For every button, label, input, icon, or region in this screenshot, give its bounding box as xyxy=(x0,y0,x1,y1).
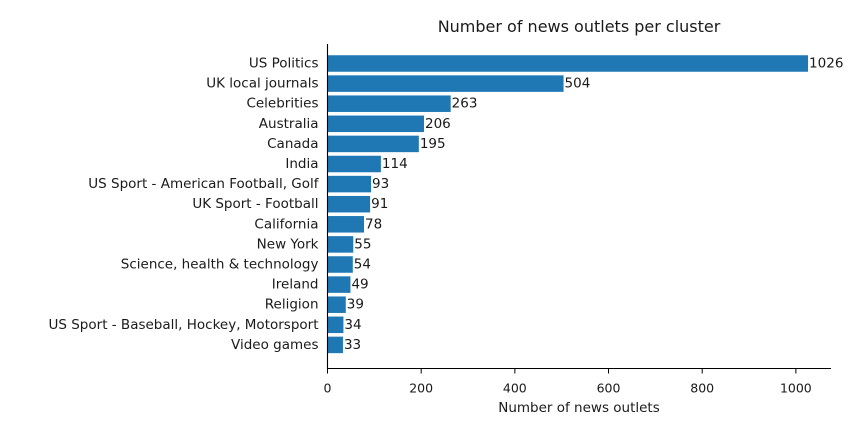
bar xyxy=(327,236,354,253)
x-tick-label: 800 xyxy=(690,381,714,396)
x-axis-label: Number of news outlets xyxy=(498,400,660,416)
bar xyxy=(327,195,371,213)
value-label: 263 xyxy=(452,96,478,112)
category-label: Ireland xyxy=(272,277,319,293)
value-label: 34 xyxy=(344,317,361,333)
bar xyxy=(327,336,343,354)
x-tick-label: 600 xyxy=(597,381,621,396)
bar xyxy=(327,155,381,173)
category-label: Celebrities xyxy=(246,96,318,112)
bar xyxy=(327,135,419,153)
x-tick-label: 1000 xyxy=(780,381,812,396)
category-label: New York xyxy=(257,236,319,252)
value-label: 33 xyxy=(344,337,361,353)
value-label: 78 xyxy=(365,216,382,232)
category-label: US Sport - Baseball, Hockey, Motorsport xyxy=(49,317,319,333)
bar xyxy=(327,256,353,273)
category-label: US Sport - American Football, Golf xyxy=(88,176,319,192)
value-label: 114 xyxy=(382,156,408,172)
bar xyxy=(327,175,372,193)
value-label: 54 xyxy=(354,257,371,273)
category-label: California xyxy=(254,216,318,232)
bar xyxy=(327,316,344,334)
bars-group xyxy=(327,55,809,354)
x-tick-label: 0 xyxy=(324,381,332,396)
bar xyxy=(327,75,564,92)
category-label: India xyxy=(285,156,318,172)
value-label: 195 xyxy=(420,136,446,152)
bar xyxy=(327,95,451,112)
bar xyxy=(327,296,346,313)
category-label: Religion xyxy=(265,297,319,313)
value-label: 206 xyxy=(425,116,451,132)
x-tick-label: 200 xyxy=(409,381,433,396)
value-label: 1026 xyxy=(809,56,843,72)
chart-title: Number of news outlets per cluster xyxy=(438,17,721,36)
bar xyxy=(327,55,809,72)
category-label: Australia xyxy=(259,116,319,132)
category-labels: US Politics UK local journals Celebrities A… xyxy=(49,56,320,353)
value-label: 91 xyxy=(371,196,388,212)
bar xyxy=(327,115,424,133)
category-label: UK local journals xyxy=(206,76,318,92)
category-label: US Politics xyxy=(249,56,319,72)
category-label: UK Sport - Football xyxy=(192,196,318,212)
value-label: 93 xyxy=(372,176,389,192)
bar xyxy=(327,216,365,233)
value-label: 504 xyxy=(565,76,591,92)
x-tick-label: 400 xyxy=(503,381,527,396)
x-ticks: 0 200 400 600 800 1000 xyxy=(324,368,812,396)
category-label: Canada xyxy=(267,136,318,152)
bar xyxy=(327,276,351,293)
value-label: 49 xyxy=(351,277,368,293)
category-label: Science, health & technology xyxy=(121,257,319,273)
category-label: Video games xyxy=(231,337,318,353)
value-label: 39 xyxy=(347,297,364,313)
value-label: 55 xyxy=(354,236,371,252)
